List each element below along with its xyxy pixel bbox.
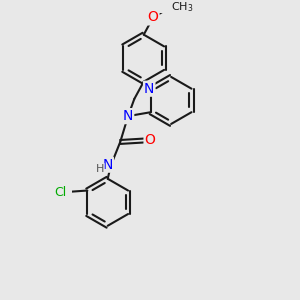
Text: N: N xyxy=(144,82,154,96)
Text: O: O xyxy=(145,134,155,147)
Text: N: N xyxy=(103,158,113,172)
Text: H: H xyxy=(96,164,104,174)
Text: O: O xyxy=(148,11,159,24)
Text: CH$_3$: CH$_3$ xyxy=(171,0,194,14)
Text: Cl: Cl xyxy=(55,186,67,199)
Text: N: N xyxy=(123,109,133,123)
